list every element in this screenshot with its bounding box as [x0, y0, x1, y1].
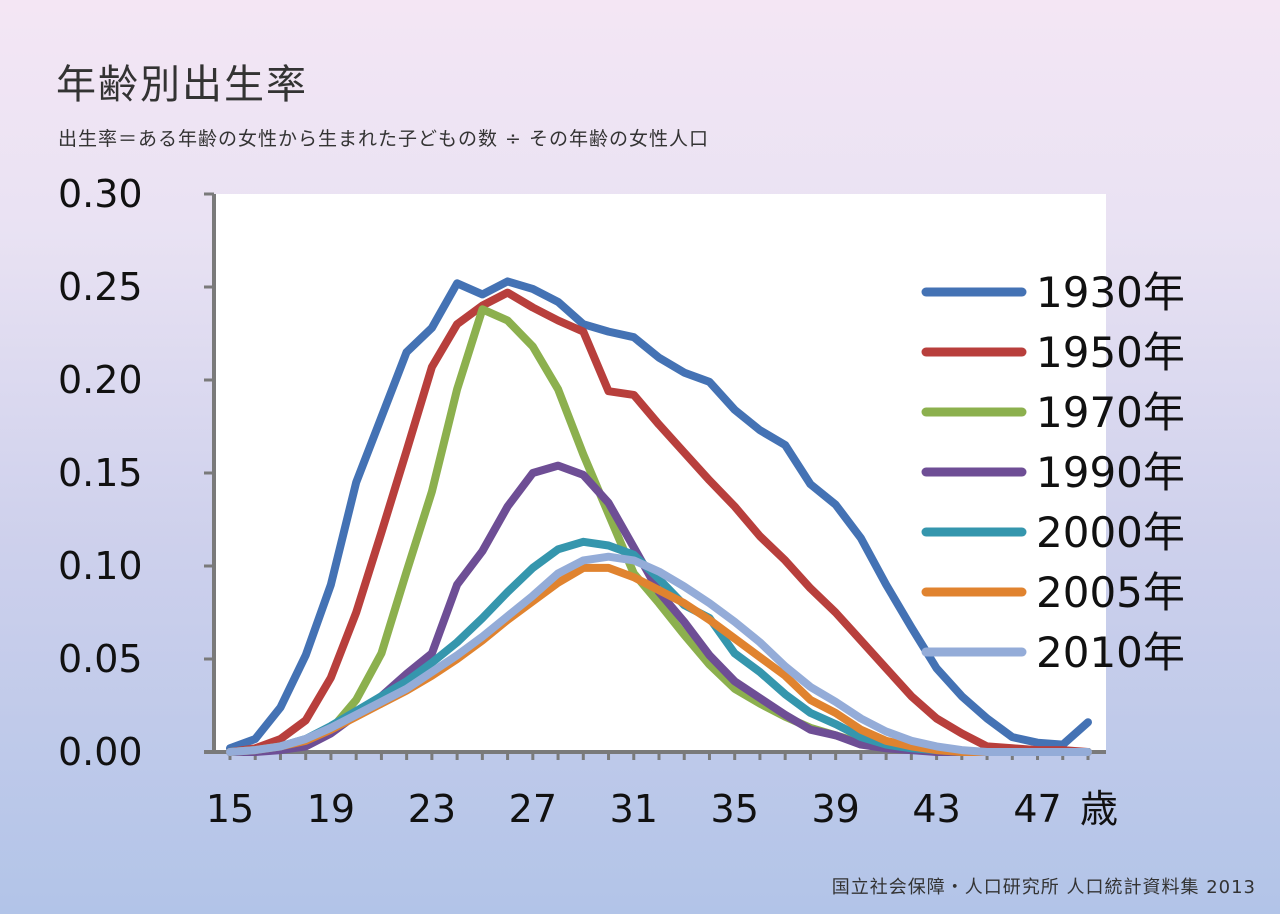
x-tick-label: 47: [1013, 787, 1061, 831]
legend-label: 2005年: [1036, 568, 1185, 617]
x-tick-label: 31: [610, 787, 658, 831]
series-line-1950年: [226, 288, 1092, 756]
legend-label: 1970年: [1036, 388, 1185, 437]
legend-label: 1990年: [1036, 448, 1185, 497]
source-note: 国立社会保障・人口研究所 人口統計資料集 2013: [831, 877, 1256, 898]
legend-label: 1950年: [1036, 328, 1185, 377]
x-tick-label: 23: [408, 787, 456, 831]
y-tick-label: 0.05: [58, 637, 143, 681]
y-tick-label: 0.20: [58, 358, 143, 402]
legend-label: 2000年: [1036, 508, 1185, 557]
x-tick-label: 15: [206, 787, 254, 831]
x-tick-label: 19: [307, 787, 355, 831]
series-line-2010年: [226, 552, 1092, 756]
x-tick-label: 43: [912, 787, 960, 831]
x-tick-label: 35: [711, 787, 759, 831]
legend-label: 1930年: [1036, 268, 1185, 317]
page-title: 年齢別出生率: [56, 62, 308, 108]
legend-label: 2010年: [1036, 628, 1185, 677]
series-line-1930年: [226, 277, 1092, 753]
x-tick-label: 39: [811, 787, 859, 831]
y-tick-label: 0.25: [58, 265, 143, 309]
y-tick-label: 0.00: [58, 730, 143, 774]
y-tick-label: 0.10: [58, 544, 143, 588]
x-tick-label: 27: [509, 787, 557, 831]
x-unit-label: 歳: [1080, 787, 1118, 831]
y-tick-label: 0.30: [58, 172, 143, 216]
y-tick-label: 0.15: [58, 451, 143, 495]
page-subtitle: 出生率＝ある年齢の女性から生まれた子どもの数 ÷ その年齢の女性人口: [58, 128, 710, 150]
